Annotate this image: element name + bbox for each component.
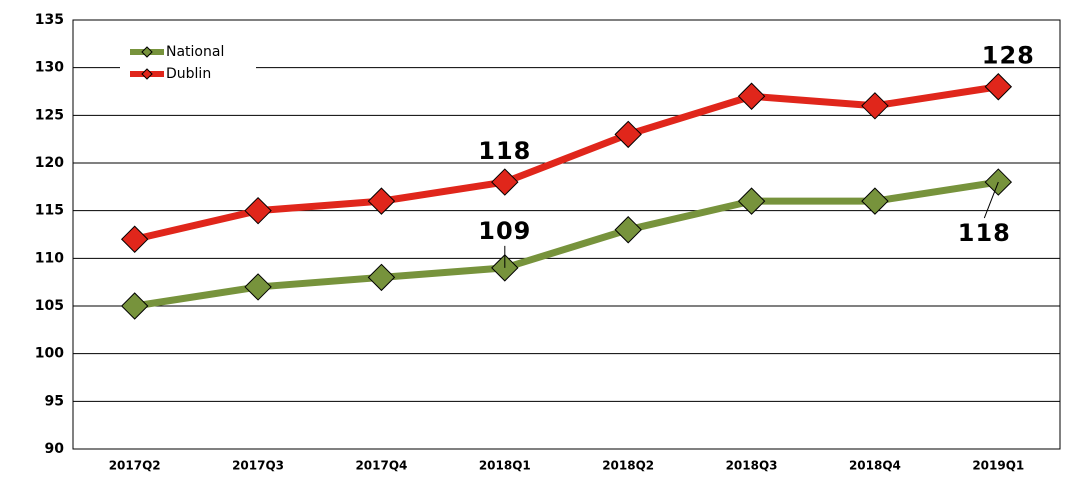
label-leader bbox=[983, 181, 999, 219]
x-tick-label: 2017Q3 bbox=[232, 459, 284, 473]
data-point bbox=[367, 263, 396, 292]
series-line bbox=[134, 178, 999, 310]
x-tick-label: 2018Q3 bbox=[726, 459, 778, 473]
data-point bbox=[861, 92, 889, 120]
x-tick-label: 2017Q2 bbox=[109, 459, 161, 473]
y-tick-label: 100 bbox=[35, 346, 64, 362]
x-tick-label: 2017Q4 bbox=[355, 459, 407, 473]
data-point bbox=[244, 196, 272, 225]
y-tick-label: 130 bbox=[35, 60, 64, 76]
data-point bbox=[737, 82, 766, 110]
y-tick-label: 105 bbox=[35, 298, 64, 314]
data-point bbox=[491, 254, 519, 282]
data-point bbox=[120, 292, 149, 320]
y-tick-label: 115 bbox=[35, 203, 64, 219]
x-tick-label: 2018Q4 bbox=[849, 459, 901, 473]
data-label: 118 bbox=[478, 137, 531, 165]
data-point bbox=[244, 273, 272, 301]
data-point bbox=[491, 168, 519, 196]
x-tick-label: 2018Q2 bbox=[602, 459, 654, 473]
y-tick-label: 125 bbox=[35, 107, 64, 123]
data-label: 128 bbox=[982, 42, 1035, 70]
legend-marker bbox=[141, 46, 153, 58]
plot-border bbox=[72, 19, 1061, 450]
data-label: 118 bbox=[958, 219, 1011, 247]
series-line bbox=[133, 83, 999, 243]
data-point bbox=[614, 120, 642, 149]
data-point bbox=[614, 216, 642, 244]
data-label: 109 bbox=[478, 217, 531, 245]
legend-label: National bbox=[166, 44, 224, 60]
y-tick-label: 110 bbox=[35, 250, 64, 266]
data-point bbox=[367, 187, 396, 215]
data-point bbox=[120, 225, 149, 253]
data-point bbox=[737, 187, 766, 215]
legend-label: Dublin bbox=[166, 66, 211, 82]
x-tick-label: 2019Q1 bbox=[972, 459, 1024, 473]
y-tick-label: 90 bbox=[45, 441, 65, 457]
y-tick-label: 95 bbox=[45, 393, 64, 409]
x-tick-label: 2018Q1 bbox=[479, 459, 531, 473]
legend-marker bbox=[141, 68, 153, 80]
y-tick-label: 120 bbox=[35, 155, 64, 171]
legend-box bbox=[120, 40, 256, 90]
data-point bbox=[984, 73, 1013, 101]
data-point bbox=[861, 187, 889, 215]
y-tick-label: 135 bbox=[35, 12, 64, 28]
